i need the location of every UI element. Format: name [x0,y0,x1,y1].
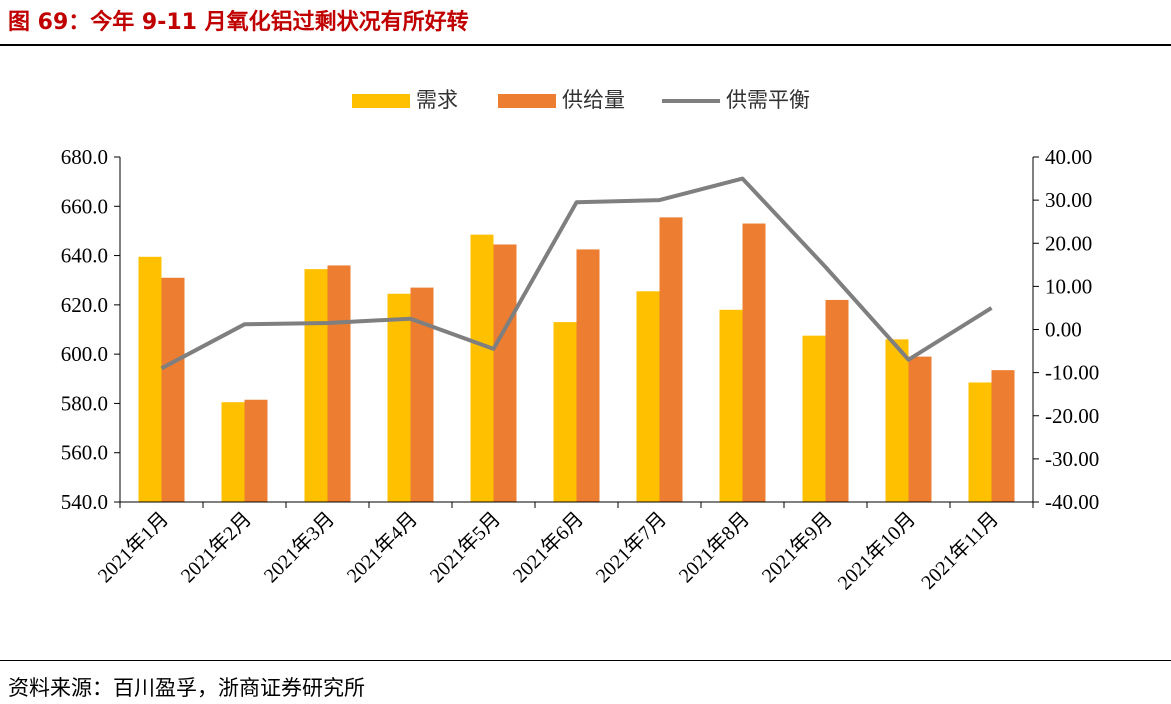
legend-label-demand: 需求 [416,88,458,112]
bar-demand-8 [719,309,743,502]
bar-demand-5 [470,234,494,502]
bar-supply-11 [991,370,1015,502]
y-tick-label-left: 620.0 [61,293,108,317]
figure-source: 资料来源：百川盈孚，浙商证券研究所 [8,676,365,700]
bar-supply-5 [493,244,517,502]
bar-supply-6 [576,249,600,502]
y-tick-label-left: 660.0 [61,194,108,218]
bar-supply-10 [908,356,932,502]
y-tick-label-right: -40.00 [1045,490,1099,514]
bar-supply-2 [244,399,268,502]
bar-demand-1 [138,256,162,502]
x-tick-label: 2021年10月 [833,507,920,594]
y-tick-label-right: 0.00 [1045,318,1082,342]
x-tick-label: 2021年4月 [342,507,422,587]
legend-item-balance: 供需平衡 [662,86,810,114]
bar-supply-9 [825,299,849,502]
x-tick-label: 2021年8月 [674,507,754,587]
source-rule [0,660,1171,661]
bar-supply-1 [161,277,185,502]
bar-supply-8 [742,223,766,503]
y-tick-label-right: 40.00 [1045,145,1092,169]
legend-label-balance: 供需平衡 [726,88,810,112]
y-tick-label-left: 560.0 [61,441,108,465]
legend-swatch-balance [662,99,720,103]
legend-label-supply: 供给量 [562,88,625,112]
y-tick-label-left: 580.0 [61,391,108,415]
bar-demand-3 [304,269,328,502]
x-tick-label: 2021年3月 [259,507,339,587]
bar-demand-9 [802,335,826,502]
x-tick-label: 2021年1月 [93,507,173,587]
bar-supply-7 [659,217,683,502]
x-tick-label: 2021年2月 [176,507,256,587]
bar-demand-4 [387,293,411,502]
x-tick-label: 2021年9月 [757,507,837,587]
bar-layer [138,217,1015,503]
x-tick-label: 2021年11月 [917,507,1003,593]
legend-item-demand: 需求 [352,86,458,114]
y-tick-label-left: 680.0 [61,145,108,169]
legend-item-supply: 供给量 [498,86,625,114]
bar-demand-2 [221,402,245,502]
bar-demand-11 [968,382,992,502]
bar-supply-3 [327,265,351,502]
bar-demand-6 [553,322,577,502]
y-tick-label-right: 10.00 [1045,274,1092,298]
y-tick-label-left: 540.0 [61,490,108,514]
bar-demand-10 [885,339,909,502]
bar-demand-7 [636,291,660,502]
figure-title: 图 69：今年 9-11 月氧化铝过剩状况有所好转 [8,10,469,35]
y-tick-label-right: -30.00 [1045,447,1099,471]
y-tick-label-right: 20.00 [1045,231,1092,255]
bar-supply-4 [410,287,434,502]
x-tick-label: 2021年7月 [591,507,671,587]
line-balance [160,176,993,371]
y-tick-label-right: -10.00 [1045,361,1099,385]
legend-swatch-demand [352,94,410,108]
title-rule [0,44,1171,46]
y-tick-label-right: -20.00 [1045,404,1099,428]
y-tick-label-left: 640.0 [61,244,108,268]
y-tick-label-right: 30.00 [1045,188,1092,212]
y-tick-label-left: 600.0 [61,342,108,366]
line-layer [160,176,993,371]
x-tick-label: 2021年6月 [508,507,588,587]
legend-swatch-supply [498,94,556,108]
x-tick-label: 2021年5月 [425,507,505,587]
chart-legend: 需求 供给量 供需平衡 [0,86,1171,116]
